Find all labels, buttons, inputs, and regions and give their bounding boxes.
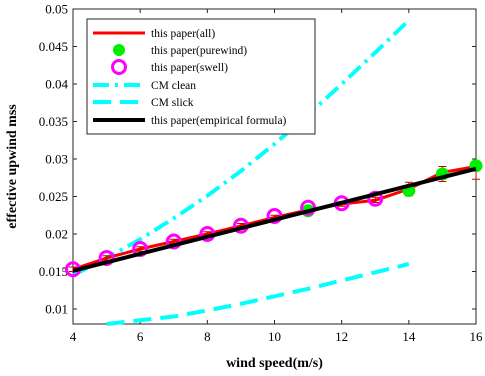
y-axis: 0.01 0.015 0.02 0.025 0.03 0.035 0.04 0.045 0.05 <box>39 2 476 317</box>
y-tick-label: 0.035 <box>39 114 68 129</box>
legend-entry: this paper(swell) <box>111 59 228 75</box>
y-tick-label: 0.04 <box>45 77 68 92</box>
legend-entry: this paper(empirical formula) <box>93 115 287 127</box>
y-axis-title: effective upwind mss <box>5 104 20 229</box>
legend-box <box>86 18 316 135</box>
legend: this paper(all) this paper(purewind) this … <box>86 18 316 135</box>
series-cm-slick-line <box>106 262 410 326</box>
legend-entry: CM clean <box>93 80 196 92</box>
legend-label: CM slick <box>151 97 194 109</box>
legend-label: this paper(all) <box>151 28 215 40</box>
legend-label: this paper(purewind) <box>151 45 247 57</box>
x-tick-label: 10 <box>268 329 281 344</box>
x-tick-label: 16 <box>470 329 484 344</box>
legend-entry: CM slick <box>93 97 194 109</box>
y-tick-label: 0.025 <box>39 189 68 204</box>
legend-swatch <box>113 44 125 56</box>
swell-point <box>98 250 115 266</box>
y-tick-label: 0.01 <box>45 302 68 317</box>
y-tick-label: 0.02 <box>45 227 68 242</box>
y-tick-label: 0.045 <box>39 39 68 54</box>
legend-swatch <box>111 59 127 75</box>
x-tick-label: 8 <box>204 329 211 344</box>
legend-entry: this paper(all) <box>93 28 215 40</box>
x-tick-label: 4 <box>70 329 77 344</box>
series-layer <box>65 18 483 326</box>
legend-entry: this paper(purewind) <box>113 44 247 57</box>
x-tick-label: 12 <box>335 329 348 344</box>
series-empirical-line <box>72 166 477 273</box>
errorbar <box>371 196 380 203</box>
legend-label: CM clean <box>151 80 196 92</box>
x-tick-label: 6 <box>137 329 144 344</box>
y-tick-label: 0.05 <box>45 2 68 17</box>
swell-point <box>266 208 283 224</box>
x-axis: 4 6 8 10 12 14 16 <box>70 9 483 344</box>
legend-label: this paper(swell) <box>151 62 228 74</box>
x-axis-title: wind speed(m/s) <box>226 356 323 371</box>
legend-label: this paper(empirical formula) <box>151 115 287 127</box>
y-tick-label: 0.03 <box>45 152 68 167</box>
swell-point <box>165 233 182 250</box>
x-tick-label: 14 <box>402 329 416 344</box>
series-cm-clean-line <box>72 18 411 278</box>
y-tick-label: 0.015 <box>39 264 68 279</box>
